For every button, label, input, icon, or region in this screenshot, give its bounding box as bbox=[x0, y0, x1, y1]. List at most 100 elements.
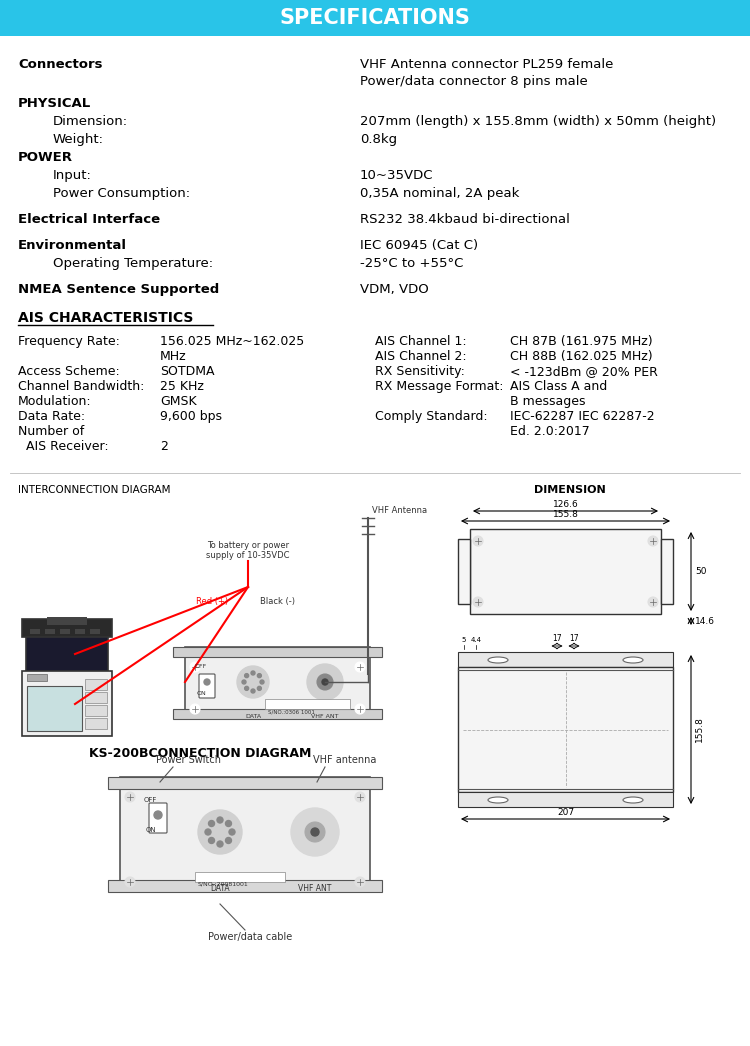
Text: 207: 207 bbox=[557, 808, 574, 817]
Circle shape bbox=[244, 674, 249, 678]
Text: 2: 2 bbox=[160, 440, 168, 453]
FancyBboxPatch shape bbox=[458, 792, 673, 808]
Text: To battery or power
supply of 10-35VDC: To battery or power supply of 10-35VDC bbox=[206, 541, 290, 561]
Circle shape bbox=[473, 597, 483, 607]
Circle shape bbox=[229, 829, 235, 835]
Circle shape bbox=[242, 680, 246, 684]
Circle shape bbox=[125, 792, 135, 802]
Text: AIS Channel 1:: AIS Channel 1: bbox=[375, 335, 466, 348]
Circle shape bbox=[648, 597, 658, 607]
Text: 17: 17 bbox=[552, 634, 562, 643]
Text: S/NO.:0306 1001: S/NO.:0306 1001 bbox=[268, 709, 315, 714]
Text: CH 88B (162.025 MHz): CH 88B (162.025 MHz) bbox=[510, 350, 652, 363]
Text: Input:: Input: bbox=[53, 169, 92, 182]
Text: Comply Standard:: Comply Standard: bbox=[375, 410, 488, 423]
Circle shape bbox=[355, 704, 365, 714]
Text: Frequency Rate:: Frequency Rate: bbox=[18, 335, 120, 348]
Text: KS-200BCONNECTION DIAGRAM: KS-200BCONNECTION DIAGRAM bbox=[88, 747, 311, 760]
FancyBboxPatch shape bbox=[22, 619, 112, 637]
Circle shape bbox=[311, 828, 319, 836]
Text: 4.4: 4.4 bbox=[470, 637, 482, 643]
Text: S/NO.:20081001: S/NO.:20081001 bbox=[198, 882, 249, 887]
FancyBboxPatch shape bbox=[199, 674, 215, 698]
FancyBboxPatch shape bbox=[661, 539, 673, 604]
FancyBboxPatch shape bbox=[458, 667, 673, 792]
FancyBboxPatch shape bbox=[149, 803, 167, 833]
Text: SOTDMA: SOTDMA bbox=[160, 365, 214, 378]
Text: 0.8kg: 0.8kg bbox=[360, 133, 398, 146]
Text: SPECIFICATIONS: SPECIFICATIONS bbox=[280, 8, 470, 28]
Text: 14.6: 14.6 bbox=[695, 616, 715, 626]
Circle shape bbox=[257, 674, 261, 678]
Text: < -123dBm @ 20% PER: < -123dBm @ 20% PER bbox=[510, 365, 658, 378]
Circle shape bbox=[355, 662, 365, 672]
FancyBboxPatch shape bbox=[60, 629, 70, 634]
Circle shape bbox=[190, 704, 200, 714]
Circle shape bbox=[244, 686, 249, 690]
Text: Access Scheme:: Access Scheme: bbox=[18, 365, 120, 378]
Text: Dimension:: Dimension: bbox=[53, 115, 128, 128]
Text: PHYSICAL: PHYSICAL bbox=[18, 97, 92, 110]
FancyBboxPatch shape bbox=[22, 670, 112, 736]
FancyBboxPatch shape bbox=[85, 692, 107, 703]
Text: Environmental: Environmental bbox=[18, 238, 127, 252]
Circle shape bbox=[355, 877, 365, 887]
Text: 9,600 bps: 9,600 bps bbox=[160, 410, 222, 423]
Text: AIS Channel 2:: AIS Channel 2: bbox=[375, 350, 466, 363]
Text: VDM, VDO: VDM, VDO bbox=[360, 283, 429, 296]
Circle shape bbox=[648, 536, 658, 546]
Text: 5: 5 bbox=[462, 637, 466, 643]
FancyBboxPatch shape bbox=[120, 777, 370, 892]
Text: DATA: DATA bbox=[245, 714, 261, 719]
Text: Power Consumption:: Power Consumption: bbox=[53, 187, 190, 200]
Circle shape bbox=[307, 664, 343, 700]
Text: IEC 60945 (Cat C): IEC 60945 (Cat C) bbox=[360, 238, 478, 252]
FancyBboxPatch shape bbox=[458, 539, 470, 604]
Circle shape bbox=[190, 662, 200, 672]
Text: B messages: B messages bbox=[510, 395, 586, 408]
Text: -25°C to +55°C: -25°C to +55°C bbox=[360, 257, 464, 270]
FancyBboxPatch shape bbox=[185, 647, 370, 719]
Text: Power/data connector 8 pins male: Power/data connector 8 pins male bbox=[360, 75, 588, 88]
Ellipse shape bbox=[488, 657, 508, 663]
FancyBboxPatch shape bbox=[195, 872, 285, 882]
Circle shape bbox=[305, 822, 325, 842]
Circle shape bbox=[205, 829, 211, 835]
Text: DATA: DATA bbox=[210, 884, 230, 893]
FancyBboxPatch shape bbox=[45, 629, 55, 634]
Text: RX Message Format:: RX Message Format: bbox=[375, 380, 503, 393]
FancyBboxPatch shape bbox=[90, 629, 100, 634]
FancyBboxPatch shape bbox=[47, 617, 87, 626]
Text: Connectors: Connectors bbox=[18, 58, 103, 71]
Text: 25 KHz: 25 KHz bbox=[160, 380, 204, 393]
Text: AIS Receiver:: AIS Receiver: bbox=[18, 440, 109, 453]
Text: Red (+): Red (+) bbox=[196, 597, 228, 606]
Text: ON: ON bbox=[146, 827, 157, 833]
FancyBboxPatch shape bbox=[27, 686, 82, 731]
Circle shape bbox=[322, 679, 328, 685]
Text: 207mm (length) x 155.8mm (width) x 50mm (height): 207mm (length) x 155.8mm (width) x 50mm … bbox=[360, 115, 716, 128]
Ellipse shape bbox=[488, 797, 508, 803]
FancyBboxPatch shape bbox=[108, 880, 382, 892]
Circle shape bbox=[226, 820, 232, 826]
Text: Ed. 2.0:2017: Ed. 2.0:2017 bbox=[510, 425, 590, 438]
Text: VHF Antenna connector PL259 female: VHF Antenna connector PL259 female bbox=[360, 58, 614, 71]
FancyBboxPatch shape bbox=[173, 709, 382, 719]
Text: MHz: MHz bbox=[160, 350, 187, 363]
Text: AIS Class A and: AIS Class A and bbox=[510, 380, 608, 393]
Text: INTERCONNECTION DIAGRAM: INTERCONNECTION DIAGRAM bbox=[18, 485, 170, 495]
Text: Power/data cable: Power/data cable bbox=[208, 932, 292, 942]
Text: DIMENSION: DIMENSION bbox=[534, 485, 606, 495]
Text: RS232 38.4kbaud bi-directional: RS232 38.4kbaud bi-directional bbox=[360, 213, 570, 226]
Text: Number of: Number of bbox=[18, 425, 84, 438]
FancyBboxPatch shape bbox=[75, 629, 85, 634]
Text: 156.025 MHz~162.025: 156.025 MHz~162.025 bbox=[160, 335, 304, 348]
Circle shape bbox=[317, 674, 333, 690]
Circle shape bbox=[204, 679, 210, 685]
Text: 17: 17 bbox=[569, 634, 579, 643]
Circle shape bbox=[291, 808, 339, 856]
Circle shape bbox=[251, 670, 255, 675]
Text: GMSK: GMSK bbox=[160, 395, 196, 408]
Circle shape bbox=[251, 689, 255, 693]
Text: VHF ANT: VHF ANT bbox=[298, 884, 332, 893]
